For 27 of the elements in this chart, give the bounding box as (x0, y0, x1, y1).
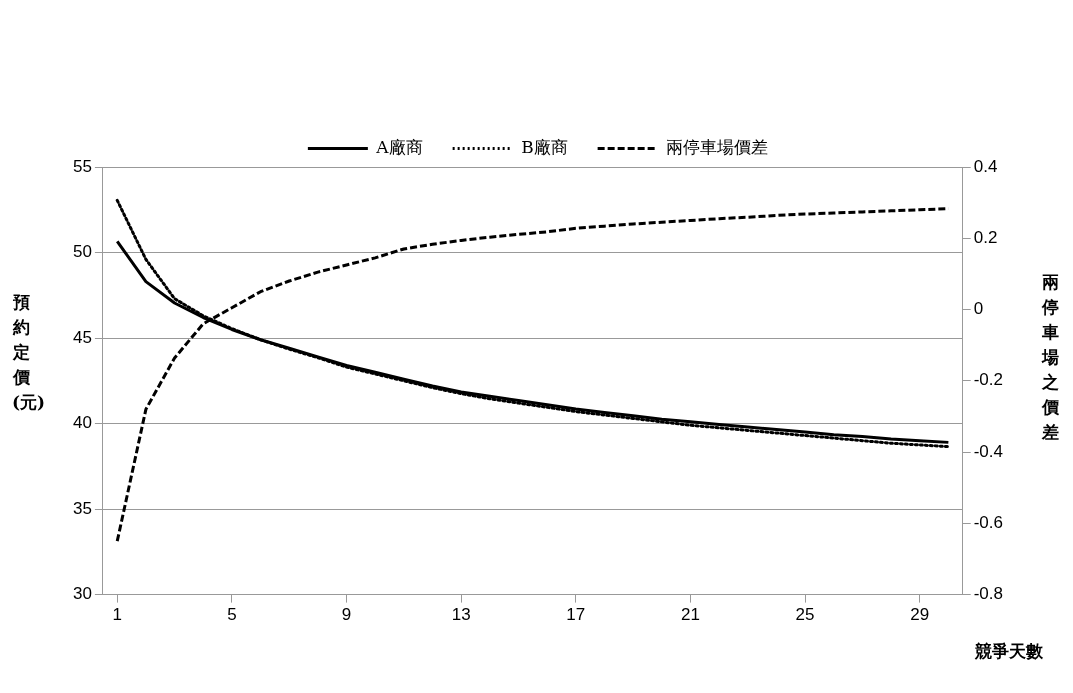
x-axis-title: 競爭天數 (975, 640, 1043, 663)
x-tick-label: 5 (227, 605, 237, 625)
y2-tick-label: -0.6 (973, 513, 1003, 533)
x-tick-label: 21 (680, 605, 700, 625)
y-tick-label: 35 (72, 498, 92, 518)
y2-axis-title: 兩停車場之價差 (1041, 271, 1059, 444)
y-tick-label: 45 (72, 327, 92, 347)
y2-tick-label: -0.8 (973, 584, 1003, 604)
x-tick-label: 29 (910, 605, 930, 625)
y2-tick-label: -0.2 (973, 370, 1003, 390)
y-tick-label: 40 (72, 413, 92, 433)
x-tick-label: 9 (341, 605, 352, 625)
y-tick-label: 50 (72, 242, 92, 262)
legend-label: A廠商 (375, 136, 423, 157)
x-tick-label: 13 (451, 605, 471, 625)
x-tick-label: 17 (566, 605, 586, 625)
y-axis-title: 預約定價(元) (12, 291, 46, 414)
legend-label: B廠商 (521, 136, 568, 157)
y2-tick-label: 0.2 (973, 227, 998, 247)
x-tick-label: 1 (112, 605, 122, 625)
x-tick-label: 25 (795, 605, 815, 625)
y2-tick-label: 0.4 (973, 156, 998, 176)
legend-label: 兩停車場價差 (666, 136, 769, 157)
y-tick-label: 30 (72, 584, 92, 604)
y2-tick-label: 0 (973, 299, 984, 319)
y2-tick-label: -0.4 (973, 441, 1003, 461)
y-tick-label: 55 (72, 156, 92, 176)
